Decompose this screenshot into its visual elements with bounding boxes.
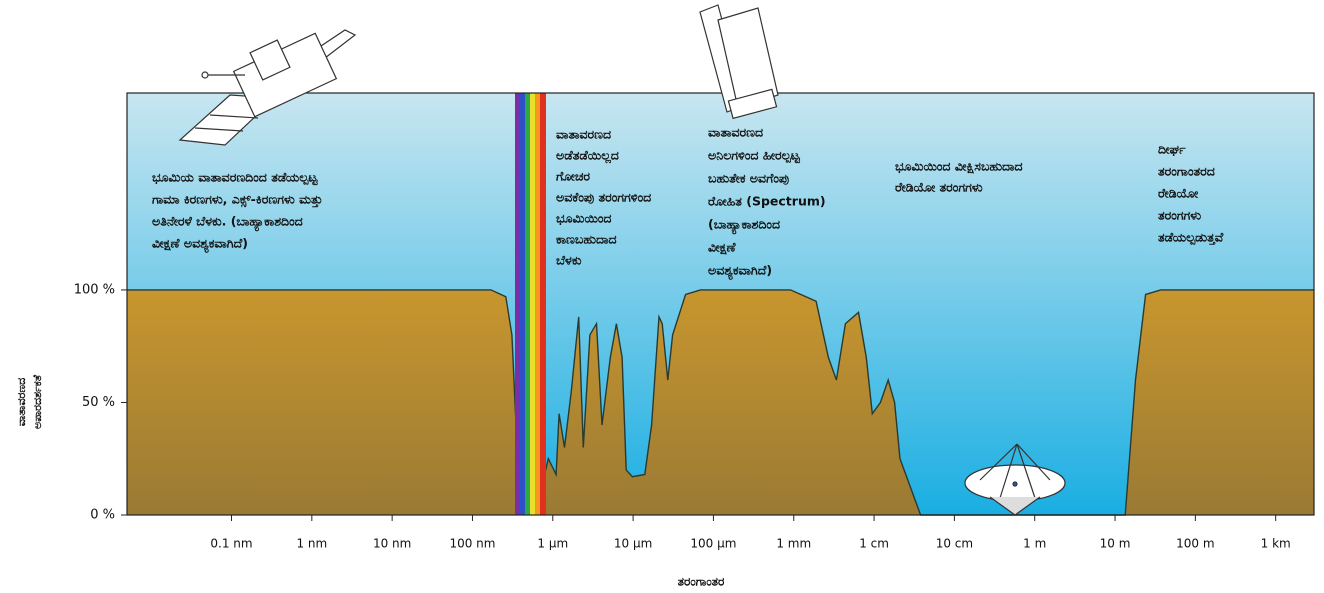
x-tick-label: 1 mm — [776, 537, 811, 551]
y-axis-label: ವಾತಾವರಣದ — [15, 378, 28, 426]
annotation-line: ರೇಡಿಯೋ ತರಂಗಗಳು — [895, 180, 983, 195]
x-tick-label: 1 km — [1261, 537, 1291, 551]
x-tick-label: 10 nm — [373, 537, 411, 551]
x-tick-label: 100 m — [1176, 537, 1214, 551]
annotation-line: ಅವಕೆಂಪು ತರಂಗಗಳಿಂದ — [556, 190, 652, 205]
x-tick-label: 100 nm — [449, 537, 495, 551]
annotation-line: ವೀಕ್ಷಣೆ — [708, 240, 736, 256]
y-axis-label: ಅಪಾರದರ್ಶಕತೆ — [31, 374, 44, 429]
x-tick-label: 10 m — [1100, 537, 1131, 551]
x-axis-label: ತರಂಗಾಂತರ — [678, 575, 725, 589]
x-tick-label: 1 cm — [859, 537, 889, 551]
annotation-line: ಭೂಮಿಯ ವಾತಾವರಣದಿಂದ ತಡೆಯಲ್ಪಟ್ಟ — [152, 170, 319, 187]
annotation-line: ವಾತಾವರಣದ — [556, 127, 612, 142]
annotation-line: ಭೂಮಿಯಿಂದ — [556, 211, 612, 226]
annotation-line: ತರಂಗಾಂತರದ — [1158, 164, 1216, 179]
annotation-line: ತರಂಗಗಳು — [1158, 208, 1201, 223]
x-tick-label: 100 µm — [690, 537, 736, 551]
annotation-line: ರೋಹಿತ (Spectrum) — [708, 194, 826, 209]
annotation-line: ತಡೆಯಲ್ಪಡುತ್ತವೆ — [1158, 230, 1224, 246]
y-tick-label: 50 % — [82, 395, 115, 410]
annotation-line: ಬೆಳಕು — [556, 253, 581, 268]
chart: 0 % 50 % 100 % 0.1 nm 1 nm 10 nm 100 nm 1 µm 10 … — [0, 0, 1324, 593]
annotation-line: ದೀರ್ಘ — [1158, 142, 1186, 157]
x-tick-label: 10 cm — [936, 537, 973, 551]
spectrum-band — [515, 93, 546, 515]
y-tick-label: 0 % — [90, 508, 115, 523]
x-tick-label: 1 m — [1023, 537, 1046, 551]
x-tick-label: 0.1 nm — [210, 537, 252, 551]
annotation-line: ವಾತಾವರಣದ — [708, 125, 764, 140]
annotation-line: ಗಾಮಾ ಕಿರಣಗಳು, ಎಕ್ಸ್-ಕಿರಣಗಳು ಮತ್ತು — [152, 192, 323, 209]
annotation-line: ಗೋಚರ — [556, 169, 590, 184]
y-tick-label: 100 % — [74, 282, 115, 297]
annotation-line: ಅನಿಲಗಳಿಂದ ಹೀರಲ್ಪಟ್ಟ — [708, 148, 801, 165]
annotation-line: ಬಹುತೇಕ ಅವಗೆಂಪು — [708, 171, 789, 186]
annotation-line: ಭೂಮಿಯಿಂದ ವೀಕ್ಷಿಸಬಹುದಾದ — [895, 159, 1024, 175]
annotation-line: ಅಡೆತಡೆಯಿಲ್ಲದ — [556, 148, 620, 165]
x-tick-label: 1 nm — [296, 537, 327, 551]
x-tick-label: 10 µm — [614, 537, 652, 551]
annotation-line: ರೇಡಿಯೋ — [1158, 186, 1199, 201]
annotation-line: ಕಾಣಬಹುದಾದ — [556, 232, 617, 247]
x-tick-label: 1 µm — [537, 537, 568, 551]
